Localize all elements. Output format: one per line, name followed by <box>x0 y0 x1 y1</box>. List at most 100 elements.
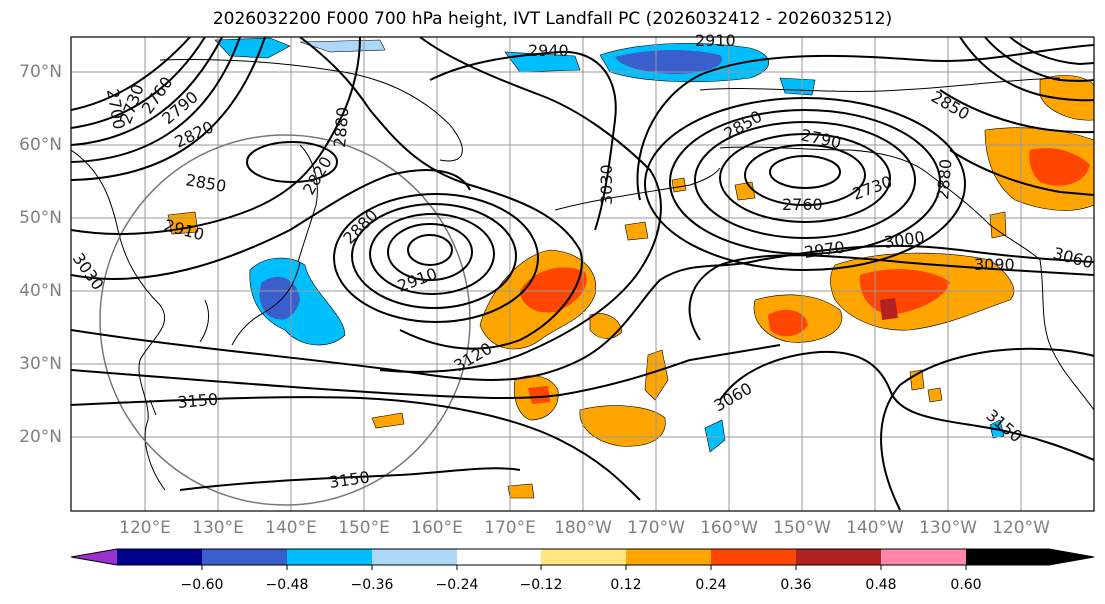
colorbar-segment <box>796 549 881 565</box>
ivt-negative-region <box>504 51 581 73</box>
colorbar-segment <box>711 549 796 565</box>
lon-label: 130°W <box>919 518 977 538</box>
coastline-kamchatka <box>297 144 318 263</box>
coastline-arctic <box>699 77 1061 92</box>
lat-label: 70°N <box>19 62 62 82</box>
map-frame <box>70 36 1095 512</box>
colorbar-ticks <box>201 565 967 570</box>
gridlines <box>71 37 1094 511</box>
ivt-positive-region <box>734 181 756 201</box>
contour-line <box>644 97 966 271</box>
coastline-korea <box>199 299 210 343</box>
contour-label: 2940 <box>528 41 569 60</box>
lon-label: 150°E <box>338 518 390 538</box>
contour-line <box>333 193 539 323</box>
ivt-negative-region <box>704 419 726 453</box>
coastline-taiwan <box>149 399 157 416</box>
contour-line <box>369 213 495 295</box>
colorbar-segment <box>541 549 626 565</box>
coastline-siberia <box>159 59 463 162</box>
colorbar-segment <box>71 549 117 565</box>
ivt-positive-region <box>671 177 687 193</box>
contour-line <box>939 89 1094 134</box>
ivt-positive-region <box>880 298 898 320</box>
colorbar-segment <box>287 549 372 565</box>
lon-label: 170°W <box>627 518 685 538</box>
contour-line <box>71 37 266 181</box>
ivt-positive-region <box>768 309 808 337</box>
contour-label: 2910 <box>695 31 736 50</box>
colorbar-tick-label: −0.12 <box>519 577 563 593</box>
ivt-positive-region <box>624 221 649 241</box>
ivt-positive-region <box>927 387 943 403</box>
ivt-positive-region <box>520 267 587 313</box>
contour-line <box>719 350 1094 461</box>
contour-line <box>984 37 1094 82</box>
contour-line <box>179 467 521 491</box>
colorbar-segment <box>881 549 966 565</box>
contour-line <box>71 37 206 129</box>
contour-line <box>744 144 866 206</box>
lat-label: 40°N <box>19 281 62 301</box>
ivt-positive-region <box>579 405 666 447</box>
colorbar-segment <box>457 549 541 565</box>
lon-label: 140°E <box>265 518 317 538</box>
lat-label: 60°N <box>19 135 62 155</box>
colorbar-tick-label: −0.60 <box>180 577 224 593</box>
lon-label: 170°E <box>484 518 536 538</box>
contour-line <box>694 121 916 239</box>
map-area <box>71 37 1094 511</box>
contour-line <box>636 44 1094 201</box>
ivt-positive-region <box>1029 148 1090 186</box>
colorbar-segment <box>372 549 457 565</box>
lon-label: 160°E <box>411 518 463 538</box>
coastline-alaska <box>719 146 1041 261</box>
lon-label: 180°W <box>554 518 612 538</box>
contour-line <box>71 396 641 501</box>
contour-line <box>387 223 473 281</box>
lat-label: 30°N <box>19 354 62 374</box>
contour-line <box>880 347 1094 511</box>
lon-label: 130°E <box>192 518 244 538</box>
coastlines <box>71 59 1094 491</box>
colorbar-tick-label: −0.48 <box>265 577 309 593</box>
contour-label: 3150 <box>177 390 219 412</box>
coastline-aleutians <box>554 167 721 211</box>
contour-line <box>246 141 338 183</box>
contour-line <box>351 203 517 309</box>
contour-label: 2880 <box>330 106 352 148</box>
reference-circle <box>99 134 471 506</box>
contour-line <box>949 149 1094 196</box>
coastline-japan <box>231 261 301 346</box>
figure-title: 2026032200 F000 700 hPa height, IVT Land… <box>212 9 893 29</box>
contour-line <box>407 234 453 266</box>
contour-line <box>769 155 841 189</box>
colorbar-segment <box>202 549 287 565</box>
ivt-negative-region <box>779 77 816 96</box>
contour-label: 3090 <box>974 255 1015 274</box>
contour-label: 3030 <box>597 164 616 205</box>
colorbar <box>70 548 1095 570</box>
lon-label: 150°W <box>773 518 831 538</box>
contour-line <box>299 37 583 350</box>
colorbar-segment <box>117 549 202 565</box>
contour-line <box>1009 37 1094 66</box>
contour-line <box>669 109 941 255</box>
contour-line <box>688 254 1094 341</box>
lon-label: 140°W <box>846 518 904 538</box>
contour-line <box>429 50 617 231</box>
contour-line <box>71 169 471 280</box>
ivt-negative-region <box>615 49 723 75</box>
colorbar-tick-label: 0.24 <box>695 577 727 593</box>
contour-line <box>379 37 662 373</box>
ivt-positive-region <box>371 412 405 429</box>
lat-label: 50°N <box>19 208 62 228</box>
contour-line <box>71 37 191 111</box>
contour-line <box>71 244 1094 381</box>
colorbar-segment <box>966 549 1094 565</box>
contour-line <box>71 344 781 400</box>
colorbar-tick-label: −0.24 <box>435 577 479 593</box>
ivt-positive-region <box>528 386 550 404</box>
colorbar-tick-label: 0.48 <box>865 577 897 593</box>
